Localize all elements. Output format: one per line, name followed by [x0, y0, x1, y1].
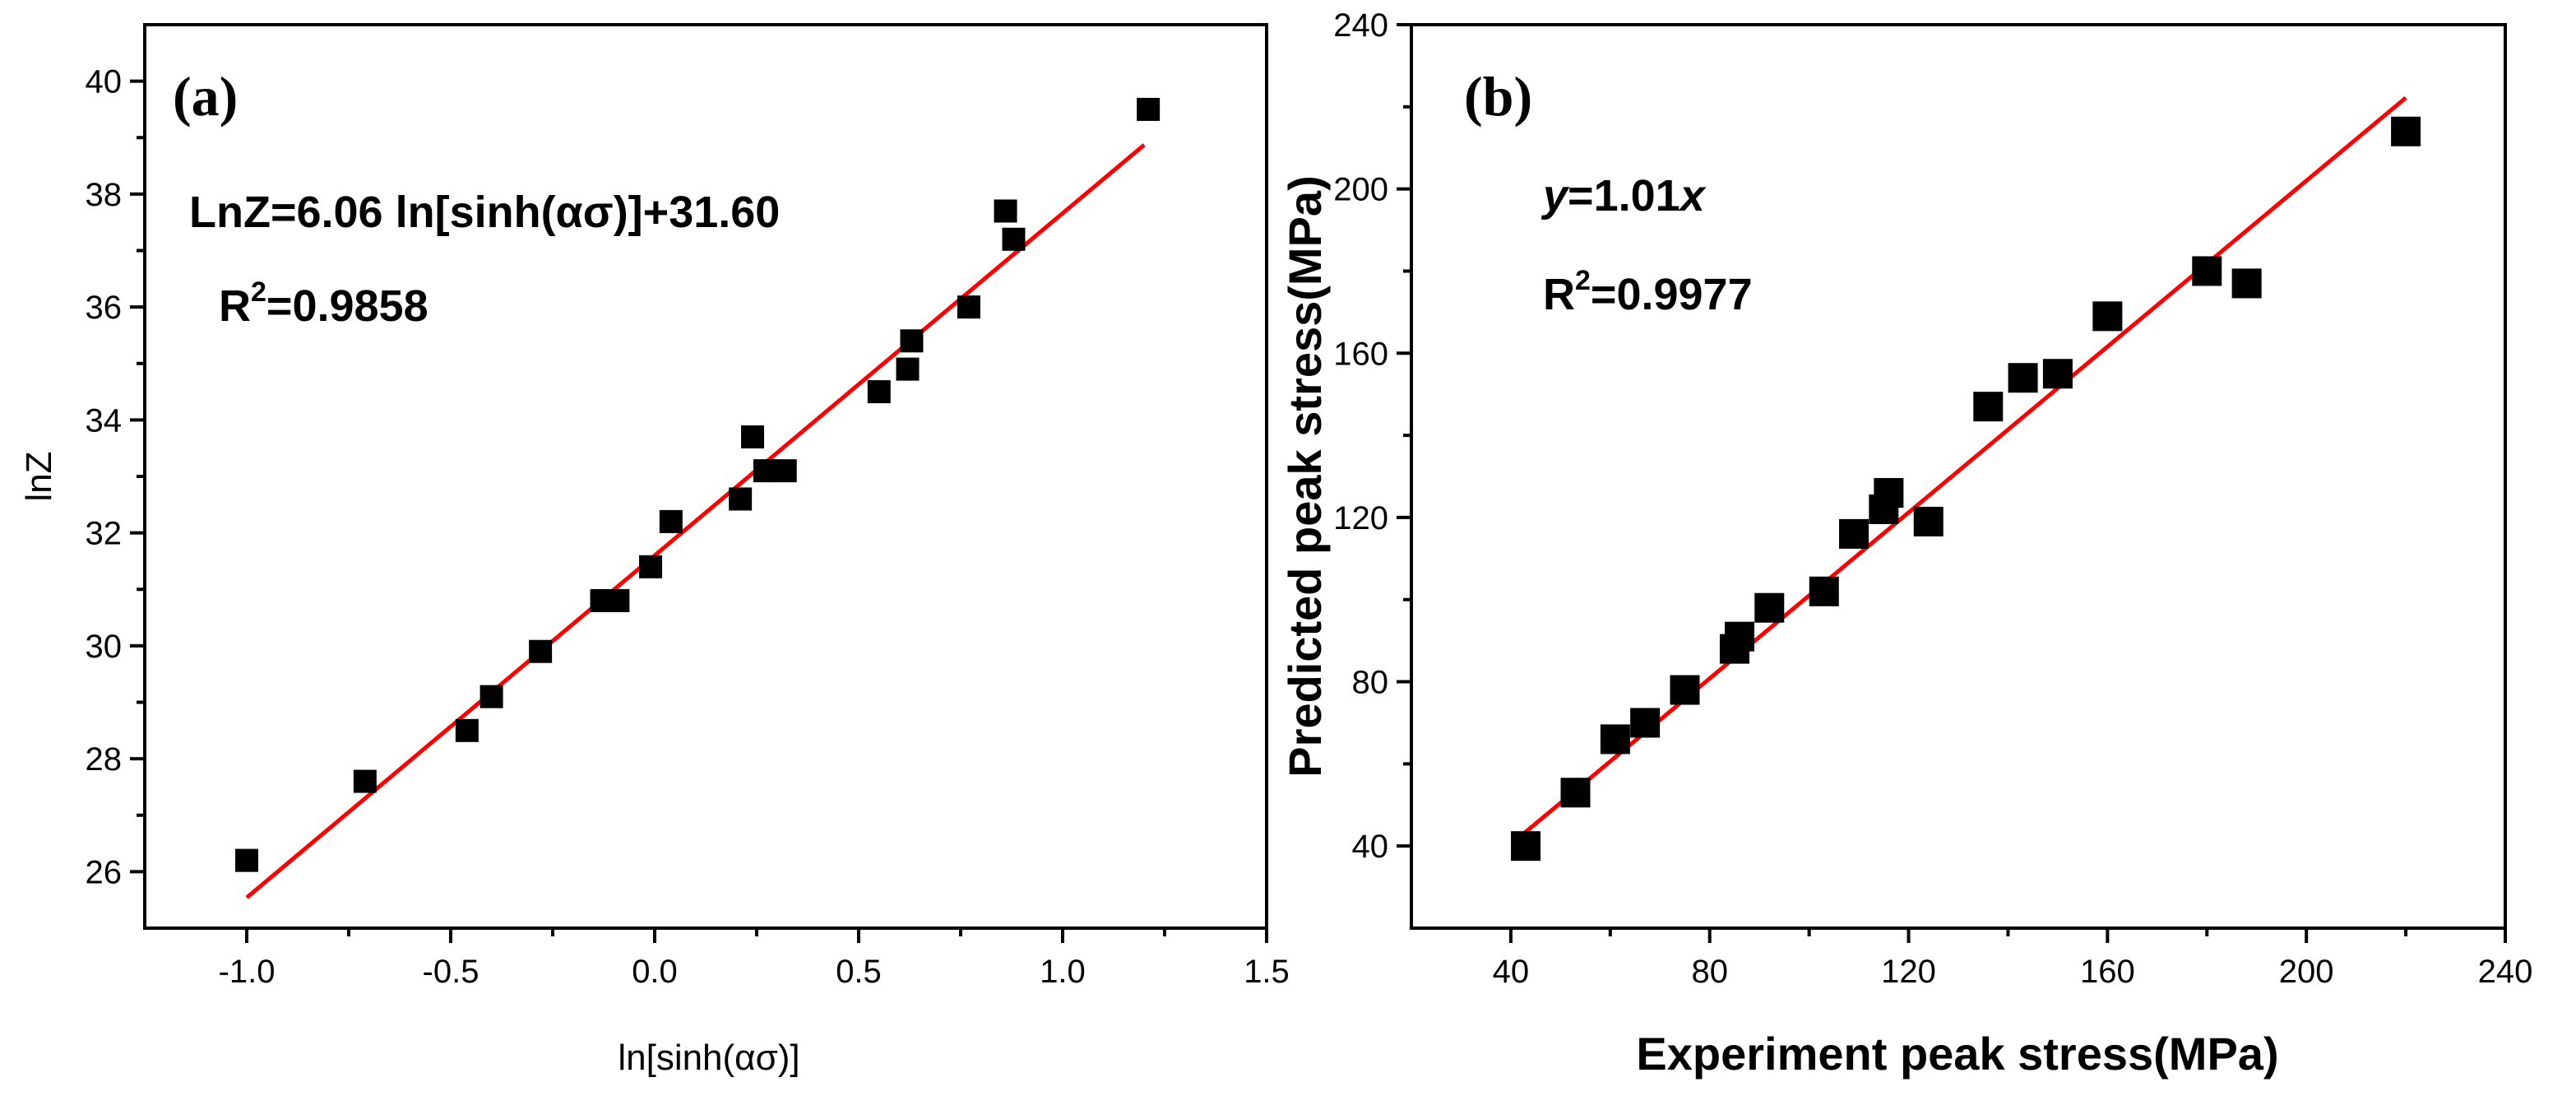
panel-a-y-tick-label: 32	[86, 516, 123, 552]
panel-a-data-point	[867, 380, 891, 404]
panel-a-y-tick-label: 38	[86, 177, 123, 213]
panel-a-r2-value: =0.9858	[266, 281, 429, 331]
panel-a-data-point	[455, 718, 479, 742]
panel-a-x-tick-label: 1.0	[1040, 954, 1086, 990]
panel-b-data-point	[1560, 778, 1591, 808]
panel-a-x-tick-label: 1.5	[1244, 954, 1290, 990]
panel-b-data-point	[1839, 518, 1869, 549]
panel-a-y-tick-label: 40	[86, 64, 123, 100]
panel-a-y-tick-label: 28	[86, 741, 123, 778]
panel-b-data-point	[2092, 301, 2123, 332]
panel-b-data-point	[2042, 359, 2073, 389]
panel-b-data-point	[1809, 576, 1839, 606]
panel-a-y-tick-label: 34	[86, 402, 123, 439]
panel-b-data-point	[1511, 831, 1541, 861]
panel-b-chart: 40 80 120 160 200 240 40 80 120 160 200 240 (b) y=1…	[1279, 7, 2532, 1080]
panel-a-data-point	[639, 555, 663, 578]
panel-a-data-point	[741, 425, 765, 448]
panel-a-data-point	[235, 848, 258, 872]
panel-b-data-point	[1913, 506, 1944, 536]
panel-b-data-point	[1670, 675, 1700, 705]
panel-a-x-tick-label: -1.0	[219, 954, 276, 990]
panel-b-equation-x: x	[1678, 171, 1707, 221]
panel-b-data-point	[1973, 392, 2004, 422]
panel-b-x-axis-title: Experiment peak stress(MPa)	[1636, 1028, 2278, 1080]
panel-a-plot-frame	[143, 23, 1268, 930]
panel-a-x-tick-label: -0.5	[423, 954, 480, 990]
panel-a-tick-labels: -1.0 -0.5 0.0 0.5 1.0 1.5 26 28 30 32 34 36 38 40	[86, 64, 1290, 990]
panel-b-data-point	[2391, 116, 2421, 146]
panel-a-x-axis-title: ln[sinh(ασ)]	[618, 1038, 799, 1078]
panel-a-x-tick-label: 0.0	[632, 954, 678, 990]
panel-b-x-tick-label: 160	[2080, 954, 2135, 990]
panel-a-data-point	[1137, 97, 1161, 121]
panel-a-r-squared: R2=0.9858	[219, 276, 429, 331]
panel-a-y-tick-label: 36	[86, 290, 123, 326]
panel-a-data-point	[900, 329, 924, 353]
panel-b-y-tick-label: 240	[1333, 7, 1388, 44]
panel-a-data-point	[1002, 227, 1026, 251]
panel-a-r2-exponent: 2	[251, 276, 266, 308]
panel-b-y-tick-label: 200	[1333, 172, 1388, 208]
panel-a-data-point	[994, 199, 1017, 223]
panel-a-data-point	[659, 509, 683, 533]
panel-a-data-point	[729, 487, 753, 511]
panel-b-label: (b)	[1464, 65, 1532, 128]
panel-b-x-tick-label: 120	[1881, 954, 1936, 990]
panel-b-y-tick-label: 40	[1352, 829, 1389, 865]
panel-b-y-tick-label: 120	[1333, 500, 1388, 536]
panel-b-data-point	[1754, 592, 1785, 623]
panel-b-y-tick-label: 80	[1352, 665, 1389, 701]
panel-a-r2-prefix: R	[219, 281, 251, 331]
panel-a-data-point	[773, 459, 797, 483]
panel-b-x-tick-label: 80	[1691, 954, 1728, 990]
panel-b-data-point	[1630, 708, 1661, 738]
panel-a-fit-line-group	[245, 143, 1146, 899]
panel-b-fit-line-group	[1519, 95, 2407, 838]
panel-a-y-axis-title: lnZ	[19, 451, 59, 501]
panel-a-y-tick-label: 30	[86, 629, 123, 665]
panel-a-data-point	[480, 685, 503, 708]
panel-b-tick-labels: 40 80 120 160 200 240 40 80 120 160 200 240	[1333, 7, 2532, 990]
panel-b-r2-prefix: R	[1543, 270, 1575, 319]
panel-a-fit-line	[245, 143, 1146, 899]
panel-a-data-points	[235, 97, 1161, 872]
panel-b-y-axis-title: Predicted peak stress(MPa)	[1279, 175, 1331, 777]
panel-b-plot-frame	[1410, 23, 2507, 930]
panel-b-r2-exponent: 2	[1575, 265, 1591, 296]
panel-a-chart: -1.0 -0.5 0.0 0.5 1.0 1.5 26 28 30 32 34 36 38 40 (a)…	[19, 23, 1290, 1078]
panel-b-data-point	[2192, 256, 2222, 286]
panel-b-data-point	[1874, 477, 1904, 508]
panel-a-data-point	[896, 357, 920, 381]
panel-b-r-squared: R2=0.9977	[1543, 265, 1753, 319]
panel-a-data-point	[957, 295, 980, 319]
panel-a-data-point	[353, 769, 377, 793]
panel-a-data-point	[606, 588, 630, 612]
panel-a-data-point	[529, 639, 553, 663]
panel-a-y-tick-label: 26	[86, 854, 123, 890]
panel-a-label: (a)	[173, 65, 238, 128]
panel-b-r2-value: =0.9977	[1591, 270, 1753, 319]
panel-a-equation: LnZ=6.06 ln[sinh(ασ)]+31.60	[189, 188, 780, 237]
panel-b-fit-line	[1519, 95, 2407, 838]
panel-b-x-tick-label: 200	[2279, 954, 2334, 990]
panel-b-equation-mid: =1.01	[1568, 171, 1680, 221]
panel-b-data-point	[2231, 268, 2262, 299]
panel-b-data-points	[1511, 116, 2421, 861]
panel-b-equation: y=1.01x	[1541, 171, 1707, 221]
panel-b-x-tick-label: 40	[1493, 954, 1530, 990]
panel-a-data-point	[753, 459, 776, 483]
panel-b-data-point	[1725, 621, 1754, 652]
panel-b-data-point	[1600, 724, 1630, 755]
panel-a-x-tick-label: 0.5	[836, 954, 882, 990]
panel-b-data-point	[2008, 363, 2038, 393]
panel-b-x-tick-label: 240	[2478, 954, 2533, 990]
panel-b-equation-y: y	[1541, 171, 1570, 221]
panel-b-y-tick-label: 160	[1333, 336, 1388, 372]
